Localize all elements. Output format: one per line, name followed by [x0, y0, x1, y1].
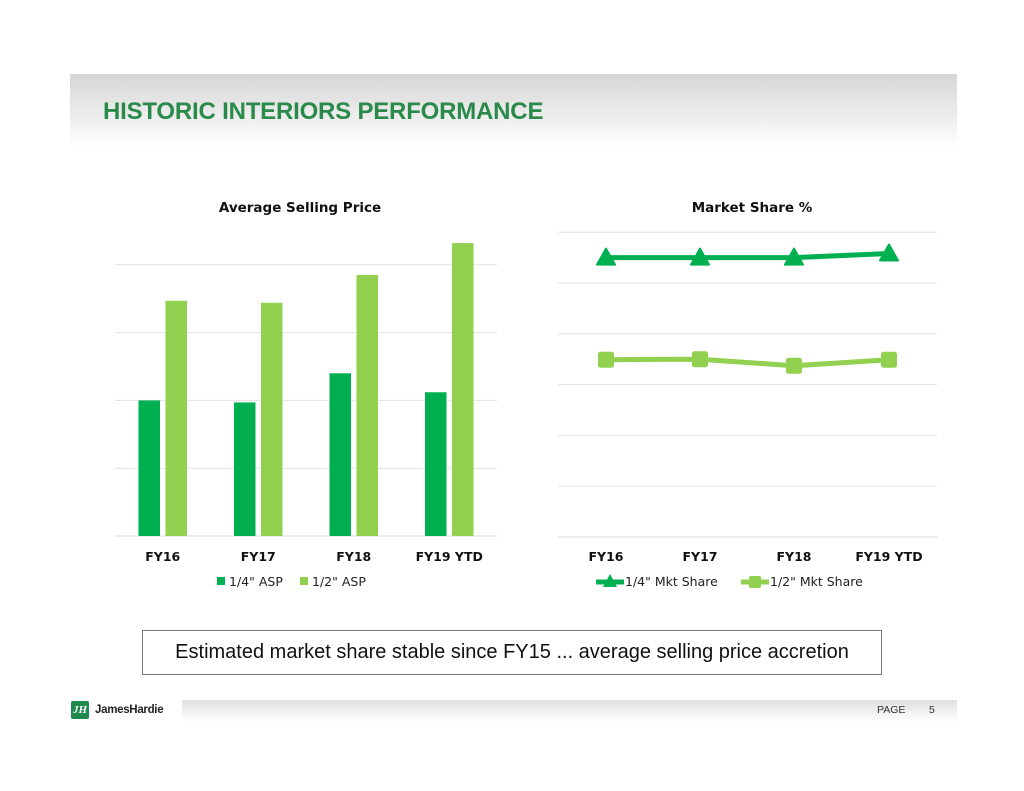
line-half-inch-share	[605, 356, 890, 369]
asp-chart-title: Average Selling Price	[218, 200, 382, 216]
x-tick-label: FY19 YTD	[416, 549, 483, 564]
marker-triangle	[784, 247, 804, 266]
x-tick-label: FY17	[683, 549, 718, 564]
marker-triangle	[596, 247, 616, 266]
logo-mark-icon: JH	[71, 701, 89, 719]
bar-quarter-inch-asp	[425, 392, 447, 536]
legend-label: 1/4" Mkt Share	[625, 574, 718, 589]
callout-box: Estimated market share stable since FY15…	[142, 630, 882, 675]
marker-triangle	[879, 243, 899, 262]
marker-square	[786, 357, 802, 374]
page-title: HISTORIC INTERIORS PERFORMANCE	[103, 98, 544, 125]
bar-quarter-inch-asp	[329, 373, 351, 536]
market-share-chart-title: Market Share %	[691, 200, 813, 216]
x-tick-label: FY18	[777, 549, 812, 564]
bar-half-inch-asp	[356, 274, 378, 536]
marker-triangle	[690, 247, 710, 266]
line-quarter-inch-share	[606, 251, 890, 261]
x-tick-label: FY18	[336, 549, 371, 564]
footer-band	[182, 700, 957, 722]
asp-bar-chart: FY16 FY17 FY18 FY19 YTD 1/4" ASP 1/2" ASP	[115, 243, 497, 589]
legend-swatch-quarter-inch-asp	[217, 577, 225, 585]
bar-quarter-inch-asp	[138, 400, 160, 536]
x-tick-label: FY16	[145, 549, 180, 564]
x-tick-label: FY19 YTD	[855, 549, 922, 564]
company-logo: JH JamesHardie	[71, 701, 164, 719]
marker-square	[598, 351, 614, 368]
bar-half-inch-asp	[452, 243, 474, 536]
legend-swatch-half-inch-asp	[300, 577, 308, 585]
page-label: PAGE	[877, 704, 906, 716]
callout-text: Estimated market share stable since FY15…	[175, 641, 849, 663]
x-tick-label: FY17	[241, 549, 276, 564]
legend-marker-square	[749, 576, 761, 588]
x-tick-label: FY16	[589, 549, 624, 564]
legend-label: 1/4" ASP	[229, 574, 283, 589]
page-number: 5	[929, 704, 935, 716]
header-band	[70, 74, 957, 148]
bar-quarter-inch-asp	[234, 402, 256, 536]
logo-text: JamesHardie	[95, 704, 164, 716]
market-share-line-chart: FY16 FY17 FY18 FY19 YTD 1/4" Mkt Share 1/2" M…	[558, 231, 937, 589]
legend-marker-triangle	[603, 574, 617, 587]
bar-half-inch-asp	[165, 300, 187, 536]
marker-square	[881, 351, 897, 368]
bar-half-inch-asp	[261, 302, 283, 536]
legend-label: 1/2" Mkt Share	[770, 574, 863, 589]
marker-square	[692, 351, 708, 368]
legend-label: 1/2" ASP	[312, 574, 366, 589]
